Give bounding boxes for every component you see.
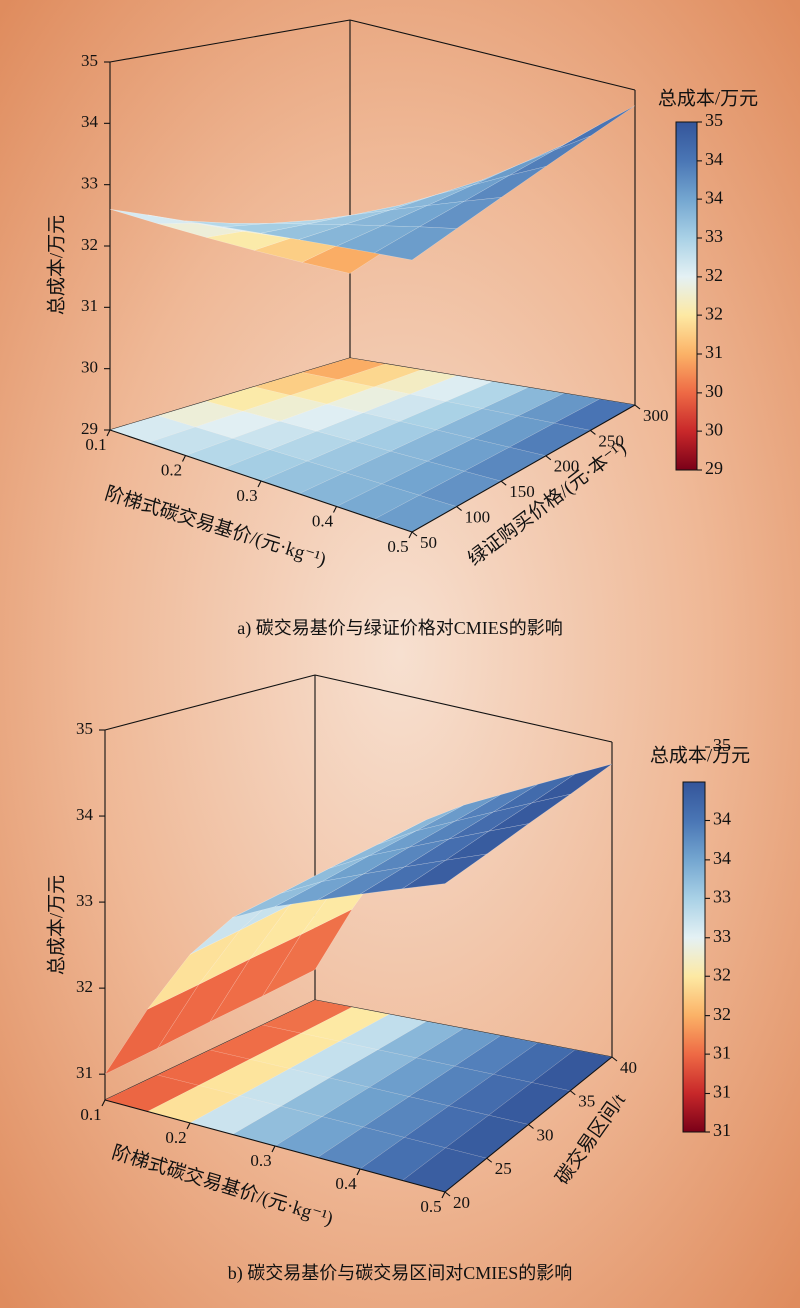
z-tick-label: 29: [81, 419, 98, 438]
y-tick-label: 50: [420, 533, 437, 552]
colorbar-tick-label: 31: [713, 1082, 731, 1102]
x-tick-label: 0.2: [165, 1128, 186, 1147]
colorbar-tick-label: 34: [705, 149, 723, 169]
x-tick-label: 0.1: [85, 435, 106, 454]
y-tick: [528, 1124, 534, 1129]
colorbar-tick-label: 32: [713, 1004, 731, 1024]
colorbar-tick-label: 35: [705, 110, 723, 130]
y-tick-label: 35: [578, 1092, 595, 1111]
axis-line: [109, 19, 351, 63]
y-tick-label: 25: [495, 1159, 512, 1178]
colorbar-label: 总成本/万元: [658, 87, 758, 109]
x-tick: [271, 1145, 276, 1153]
x-tick: [408, 531, 413, 539]
y-tick: [500, 480, 507, 486]
x-tick-label: 0.3: [236, 486, 257, 505]
x-tick: [333, 506, 337, 513]
surface-cell: [402, 853, 487, 889]
z-tick-label: 34: [81, 112, 99, 131]
z-tick-label: 32: [81, 235, 98, 254]
colorbar-tick-label: 34: [713, 848, 731, 868]
surface-cell: [445, 823, 529, 861]
y-tick: [545, 455, 552, 461]
z-axis-label: 总成本/万元: [45, 215, 67, 315]
x-tick-label: 0.1: [80, 1105, 101, 1124]
surface-cell: [373, 226, 458, 261]
colorbar-tick-label: 34: [713, 809, 731, 829]
colorbar-tick-label: 31: [705, 342, 723, 362]
axis-line: [314, 674, 613, 743]
z-tick-label: 31: [76, 1063, 93, 1082]
x-tick: [257, 480, 262, 488]
colorbar-tick-label: 33: [705, 226, 723, 246]
colorbar-tick-label: 33: [713, 926, 731, 946]
colorbar-tick-label: 35: [713, 735, 731, 755]
y-tick-label: 150: [509, 482, 535, 501]
surface-cell: [418, 197, 502, 229]
x-tick: [186, 1122, 191, 1130]
y-tick: [456, 506, 462, 512]
surface-cell: [464, 166, 546, 202]
x-tick: [356, 1168, 361, 1176]
colorbar-tick-label: 30: [705, 419, 723, 439]
y-tick: [569, 1090, 576, 1096]
x-tick: [101, 1099, 106, 1107]
z-tick-label: 32: [76, 977, 93, 996]
colorbar: [675, 121, 698, 471]
z-tick-label: 35: [81, 51, 98, 70]
x-tick-label: 0.4: [312, 511, 334, 530]
colorbar: [682, 781, 706, 1133]
y-tick-label: 30: [537, 1125, 554, 1144]
z-tick-label: 33: [81, 174, 98, 193]
colorbar-tick-label: 30: [705, 381, 723, 401]
x-tick-label: 0.5: [420, 1197, 441, 1216]
colorbar-label: 总成本/万元: [650, 744, 750, 766]
x-tick: [182, 455, 186, 462]
x-tick: [106, 429, 111, 437]
z-tick-label: 33: [76, 891, 93, 910]
colorbar-tick-label: 31: [713, 1042, 731, 1062]
y-tick: [611, 1056, 618, 1062]
y-tick: [486, 1157, 493, 1163]
z-axis-label: 总成本/万元: [45, 875, 67, 975]
x-tick-label: 0.4: [335, 1174, 357, 1193]
caption: a) 碳交易基价与绿证价格对CMIES的影响: [237, 618, 563, 639]
y-tick-label: 20: [453, 1193, 470, 1212]
z-tick-label: 34: [76, 805, 94, 824]
colorbar-tick-label: 31: [713, 1120, 731, 1140]
axis-line: [104, 674, 316, 731]
axis-line: [411, 404, 636, 533]
axis-line: [349, 19, 636, 91]
y-tick-label: 100: [465, 508, 491, 527]
x-tick-label: 0.3: [250, 1151, 271, 1170]
colorbar-tick-label: 32: [705, 303, 723, 323]
y-tick: [411, 531, 418, 537]
x-tick: [441, 1191, 446, 1199]
colorbar-tick-label: 33: [713, 887, 731, 907]
z-tick-label: 30: [81, 358, 98, 377]
y-tick-label: 200: [554, 457, 580, 476]
y-tick-label: 40: [620, 1058, 637, 1077]
colorbar-tick-label: 29: [705, 458, 723, 478]
colorbar-tick-label: 32: [705, 265, 723, 285]
colorbar-tick-label: 32: [713, 964, 731, 984]
y-tick-label: 300: [643, 406, 669, 425]
colorbar-tick-label: 34: [705, 187, 723, 207]
z-tick-label: 31: [81, 296, 98, 315]
y-tick: [444, 1191, 451, 1197]
y-tick-label: 250: [598, 431, 624, 450]
caption: b) 碳交易基价与碳交易区间对CMIES的影响: [228, 1263, 573, 1284]
y-tick: [590, 429, 596, 435]
x-tick-label: 0.2: [161, 460, 182, 479]
x-tick-label: 0.5: [387, 537, 408, 556]
y-tick: [634, 404, 641, 410]
surface-cell: [509, 135, 591, 176]
z-tick-label: 35: [76, 719, 93, 738]
